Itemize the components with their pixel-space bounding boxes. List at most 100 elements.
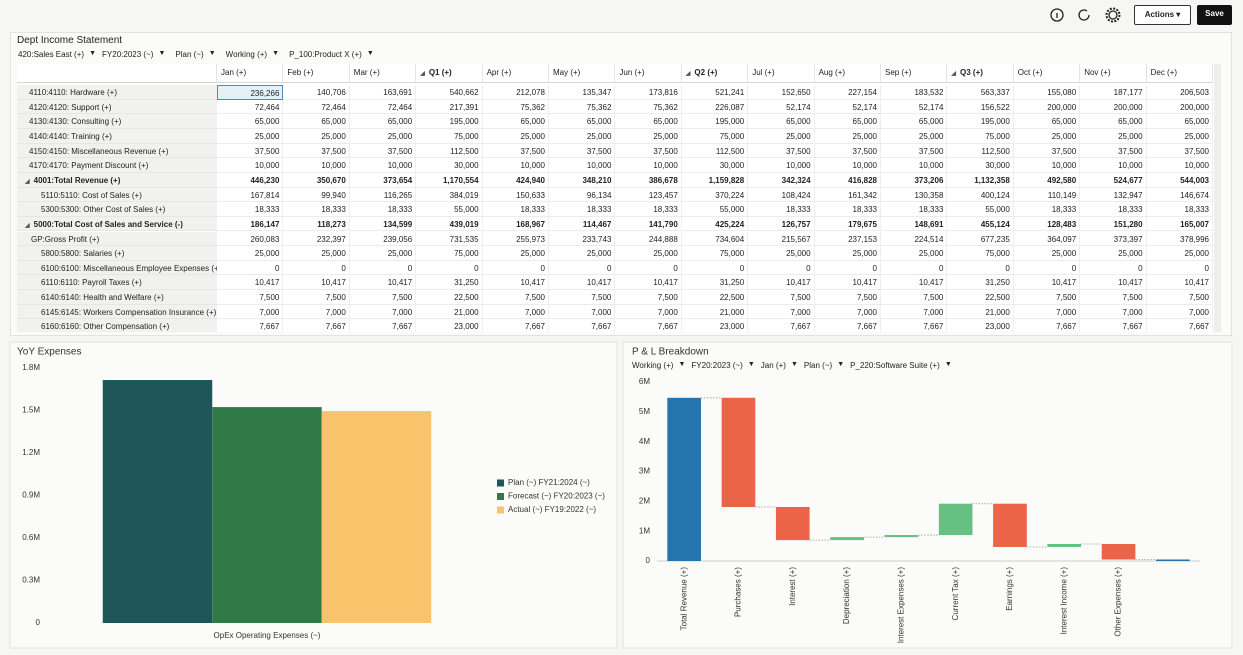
- data-cell[interactable]: 226,087: [681, 99, 749, 115]
- data-cell[interactable]: 112,500: [416, 143, 483, 159]
- data-cell[interactable]: 112,500: [947, 143, 1014, 159]
- data-cell[interactable]: 108,424: [748, 187, 815, 203]
- data-cell[interactable]: 7,000: [748, 304, 815, 320]
- data-cell[interactable]: 155,080: [1013, 85, 1081, 100]
- data-cell[interactable]: 52,174: [881, 99, 948, 115]
- data-cell[interactable]: 65,000: [482, 114, 549, 129]
- data-cell[interactable]: 350,670: [283, 172, 350, 188]
- data-cell[interactable]: 7,500: [615, 290, 682, 305]
- data-cell[interactable]: 455,124: [947, 216, 1014, 232]
- data-cell[interactable]: 1,132,358: [947, 172, 1014, 188]
- data-cell[interactable]: 152,650: [748, 85, 815, 100]
- data-cell[interactable]: 244,888: [615, 231, 682, 247]
- data-cell[interactable]: 10,000: [283, 158, 350, 173]
- data-cell[interactable]: 7,000: [549, 304, 616, 320]
- data-cell[interactable]: 7,500: [1146, 290, 1213, 305]
- data-cell[interactable]: 126,757: [748, 216, 815, 232]
- data-cell[interactable]: 10,417: [881, 275, 948, 291]
- data-cell[interactable]: 21,000: [947, 304, 1014, 320]
- data-cell[interactable]: 232,397: [283, 231, 350, 247]
- data-cell[interactable]: 212,078: [482, 85, 549, 100]
- data-cell[interactable]: 200,000: [1146, 99, 1213, 115]
- data-cell[interactable]: 0: [1080, 260, 1147, 276]
- data-cell[interactable]: 96,134: [549, 187, 616, 203]
- data-cell[interactable]: 425,224: [681, 216, 749, 232]
- info-icon[interactable]: [1050, 8, 1064, 22]
- data-cell[interactable]: 75,000: [947, 246, 1014, 261]
- data-cell[interactable]: 25,000: [349, 246, 417, 261]
- data-cell[interactable]: 540,662: [416, 85, 483, 100]
- data-cell[interactable]: 25,000: [217, 246, 284, 261]
- data-cell[interactable]: 233,743: [549, 231, 616, 247]
- data-cell[interactable]: 65,000: [1013, 114, 1081, 129]
- data-cell[interactable]: 7,000: [349, 304, 417, 320]
- data-cell[interactable]: 110,149: [1013, 187, 1081, 203]
- data-cell[interactable]: 7,500: [217, 290, 284, 305]
- data-cell[interactable]: 18,333: [1013, 202, 1081, 217]
- data-cell[interactable]: 7,667: [217, 319, 284, 332]
- data-cell[interactable]: 236,266: [217, 85, 284, 100]
- data-cell[interactable]: 0: [482, 260, 549, 276]
- data-cell[interactable]: 416,828: [814, 172, 881, 188]
- data-cell[interactable]: 18,333: [482, 202, 549, 217]
- data-cell[interactable]: 10,417: [814, 275, 881, 291]
- data-cell[interactable]: 0: [947, 260, 1014, 276]
- data-cell[interactable]: 10,000: [814, 158, 881, 173]
- data-cell[interactable]: 7,000: [1146, 304, 1213, 320]
- data-cell[interactable]: 224,514: [881, 231, 948, 247]
- settings-icon[interactable]: [1108, 10, 1118, 20]
- data-cell[interactable]: 10,417: [549, 275, 616, 291]
- data-cell[interactable]: 1,159,828: [681, 172, 749, 188]
- data-cell[interactable]: 10,000: [1080, 158, 1147, 173]
- pov-dropdown[interactable]: Plan (~): [175, 50, 216, 59]
- data-cell[interactable]: 75,000: [416, 128, 483, 144]
- data-cell[interactable]: 0: [814, 260, 881, 276]
- data-cell[interactable]: 161,342: [814, 187, 881, 203]
- data-cell[interactable]: 364,097: [1013, 231, 1081, 247]
- data-cell[interactable]: 0: [1013, 260, 1081, 276]
- data-cell[interactable]: 37,500: [881, 143, 948, 159]
- data-cell[interactable]: 141,790: [615, 216, 682, 232]
- data-cell[interactable]: 18,333: [217, 202, 284, 217]
- data-cell[interactable]: 18,333: [349, 202, 417, 217]
- data-cell[interactable]: 524,677: [1080, 172, 1147, 188]
- data-cell[interactable]: 7,500: [881, 290, 948, 305]
- data-cell[interactable]: 116,265: [349, 187, 417, 203]
- data-cell[interactable]: 132,947: [1080, 187, 1147, 203]
- data-cell[interactable]: 25,000: [615, 246, 682, 261]
- data-cell[interactable]: 25,000: [1146, 128, 1213, 144]
- data-cell[interactable]: 65,000: [814, 114, 881, 129]
- data-cell[interactable]: 163,691: [349, 85, 417, 100]
- data-cell[interactable]: 65,000: [217, 114, 284, 129]
- data-cell[interactable]: 7,500: [1013, 290, 1081, 305]
- data-cell[interactable]: 140,706: [283, 85, 350, 100]
- data-cell[interactable]: 25,000: [814, 128, 881, 144]
- data-cell[interactable]: 492,580: [1013, 172, 1081, 188]
- data-cell[interactable]: 25,000: [349, 128, 417, 144]
- data-cell[interactable]: 37,500: [615, 143, 682, 159]
- data-cell[interactable]: 0: [349, 260, 417, 276]
- data-cell[interactable]: 25,000: [1013, 128, 1081, 144]
- data-cell[interactable]: 10,000: [349, 158, 417, 173]
- data-cell[interactable]: 31,250: [416, 275, 483, 291]
- data-cell[interactable]: 7,500: [349, 290, 417, 305]
- data-cell[interactable]: 677,235: [947, 231, 1014, 247]
- data-cell[interactable]: 25,000: [482, 128, 549, 144]
- data-cell[interactable]: 135,347: [549, 85, 616, 100]
- data-cell[interactable]: 37,500: [1013, 143, 1081, 159]
- data-cell[interactable]: 134,599: [349, 216, 417, 232]
- data-cell[interactable]: 7,667: [748, 319, 815, 332]
- data-cell[interactable]: 544,003: [1146, 172, 1213, 188]
- data-cell[interactable]: 37,500: [283, 143, 350, 159]
- data-cell[interactable]: 21,000: [416, 304, 483, 320]
- data-cell[interactable]: 123,457: [615, 187, 682, 203]
- save-button[interactable]: Save: [1197, 5, 1232, 25]
- data-cell[interactable]: 114,467: [549, 216, 616, 232]
- data-cell[interactable]: 22,500: [681, 290, 749, 305]
- data-cell[interactable]: 183,532: [881, 85, 948, 100]
- data-cell[interactable]: 37,500: [482, 143, 549, 159]
- data-cell[interactable]: 167,814: [217, 187, 284, 203]
- data-cell[interactable]: 239,056: [349, 231, 417, 247]
- data-cell[interactable]: 10,417: [482, 275, 549, 291]
- data-cell[interactable]: 7,667: [815, 319, 881, 332]
